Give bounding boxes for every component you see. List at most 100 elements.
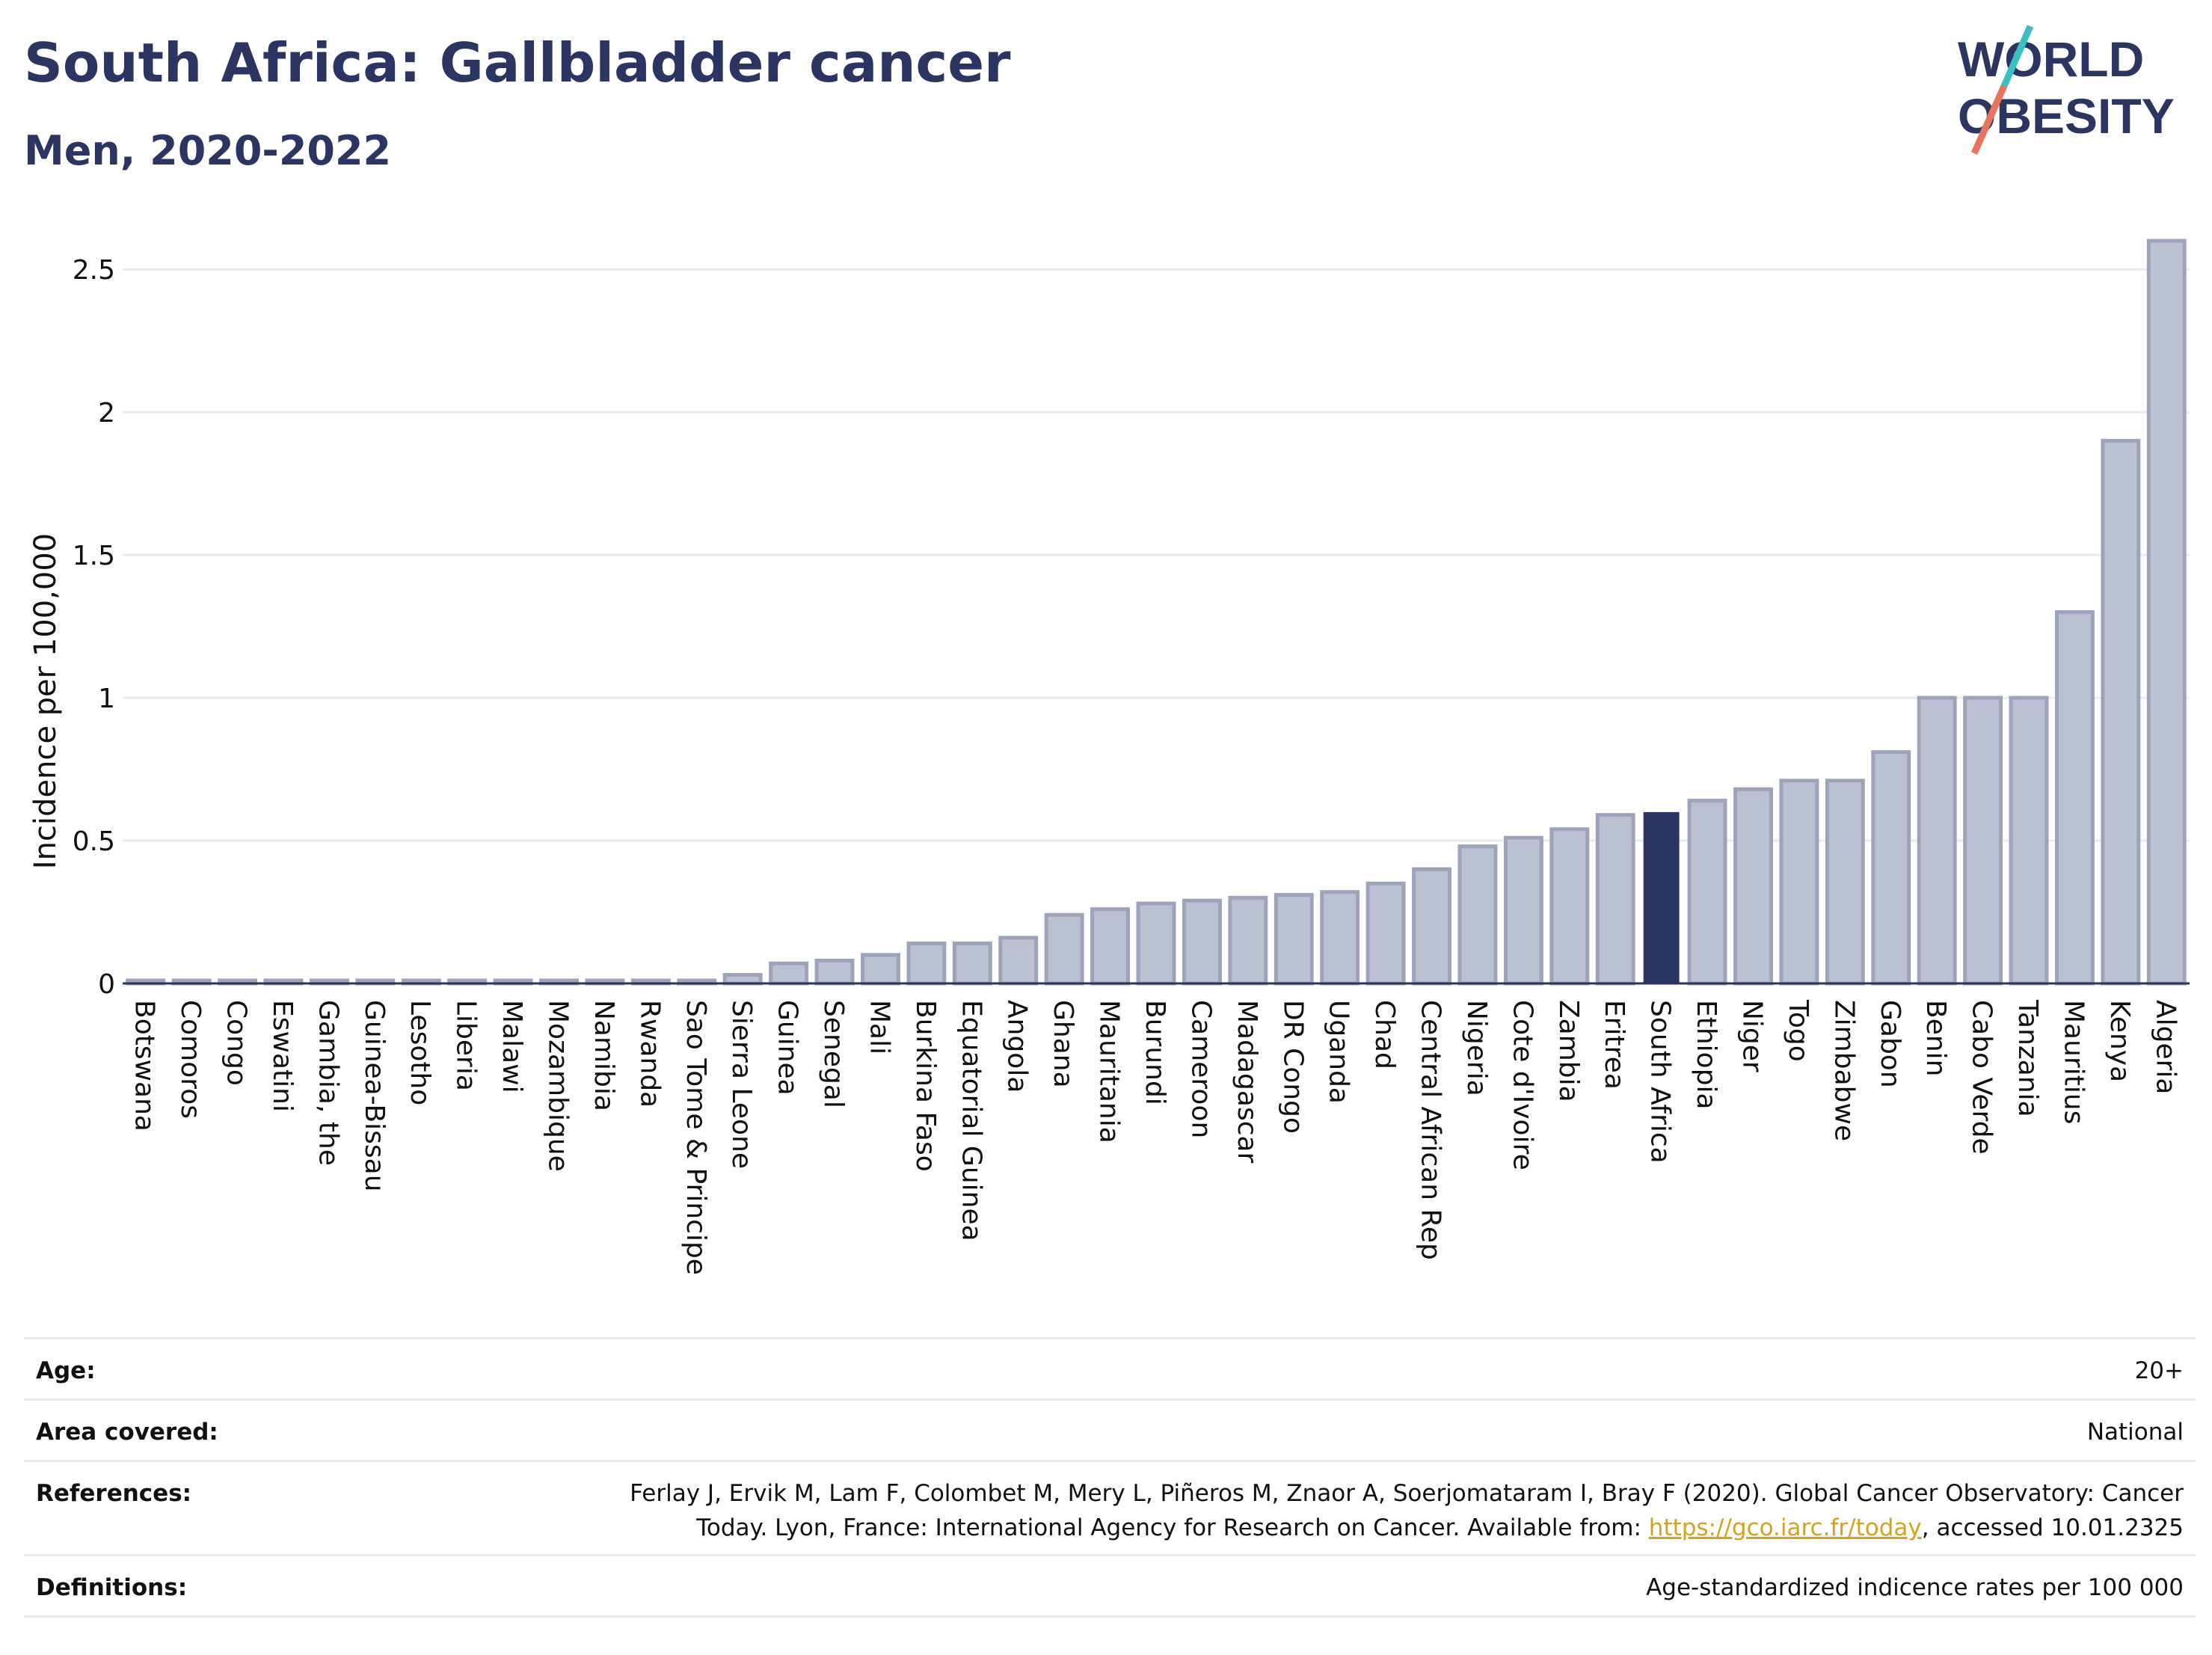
info-bottom-border (24, 1615, 2196, 1618)
x-tick-label: Botswana (129, 1000, 160, 1132)
references-link[interactable]: https://gco.iarc.fr/today (1648, 1514, 1922, 1541)
info-table: Age: 20+ Area covered: National Referenc… (24, 1337, 2196, 1615)
bar-tanzania (2009, 696, 2049, 986)
x-tick-label: Zambia (1553, 1000, 1584, 1102)
bar-ethiopia (1687, 799, 1727, 986)
x-tick-label: Gambia, the (313, 1000, 343, 1166)
x-tick-label: Cameroon (1185, 1000, 1216, 1138)
x-tick-label: Cabo Verde (1967, 1000, 1997, 1155)
references-line1: Ferlay J, Ervik M, Lam F, Colombet M, Me… (630, 1480, 2184, 1507)
x-tick-label: Chad (1369, 1000, 1400, 1069)
x-tick-label: Angola (1002, 1000, 1033, 1093)
bar-ghana (1044, 912, 1084, 986)
x-tick-label: Madagascar (1232, 1000, 1262, 1164)
chart-title: South Africa: Gallbladder cancer (24, 31, 1011, 94)
y-tick-label: 0 (98, 969, 115, 1000)
definitions-value: Age-standardized indicence rates per 100… (1646, 1574, 2184, 1601)
bar-guinea (769, 961, 809, 986)
x-tick-label: Namibia (589, 1000, 619, 1111)
bar-dr-congo (1274, 893, 1314, 986)
info-row-age: Age: 20+ (24, 1337, 2196, 1398)
x-tick-label: Niger (1736, 1000, 1767, 1072)
y-tick-label: 1 (98, 684, 115, 714)
info-row-definitions: Definitions: Age-standardized indicence … (24, 1554, 2196, 1615)
logo-slash-teal (2000, 25, 2034, 87)
bar-equatorial-guinea (952, 942, 992, 986)
x-tick-label: Togo (1783, 999, 1813, 1062)
x-tick-label: Mali (864, 1000, 894, 1054)
x-tick-label: Burundi (1140, 1000, 1170, 1105)
bar-zimbabwe (1825, 779, 1865, 986)
bar-algeria (2146, 239, 2187, 986)
bar-angola (998, 936, 1039, 986)
x-tick-label: Liberia (451, 1000, 482, 1091)
x-tick-label: DR Congo (1277, 1000, 1308, 1134)
y-tick-label: 2.5 (73, 255, 115, 286)
info-row-area: Area covered: National (24, 1398, 2196, 1460)
bar-eritrea (1595, 813, 1635, 986)
x-tick-label: Senegal (818, 1000, 849, 1108)
logo-slash-coral (1970, 85, 2008, 155)
x-tick-label: Rwanda (634, 1000, 665, 1108)
bar-chad (1365, 881, 1406, 986)
bar-burundi (1136, 901, 1176, 986)
x-tick-label: Nigeria (1461, 1000, 1492, 1096)
bar-senegal (814, 958, 855, 986)
x-tick-label: Guinea (772, 1000, 803, 1096)
bar-togo (1779, 779, 1819, 986)
x-tick-label: Cote d'Ivoire (1507, 1000, 1537, 1170)
references-value: Ferlay J, Ervik M, Lam F, Colombet M, Me… (630, 1480, 2184, 1541)
bar-niger (1733, 787, 1773, 986)
age-value: 20+ (2134, 1357, 2184, 1384)
x-tick-label: Ethiopia (1691, 1000, 1721, 1110)
x-tick-label: Malawi (497, 1000, 527, 1093)
x-tick-label: Mozambique (543, 1000, 574, 1172)
bar-gabon (1871, 750, 1911, 986)
x-tick-label: Central African Rep (1416, 1000, 1446, 1260)
logo-line1: WORLD (1958, 31, 2144, 87)
x-tick-label: Mauritius (2058, 1000, 2089, 1124)
x-tick-label: Algeria (2150, 1000, 2181, 1095)
x-tick-label: Ghana (1048, 1000, 1078, 1088)
x-tick-label: Comoros (175, 1000, 206, 1119)
x-tick-label: South Africa (1645, 1000, 1676, 1164)
bar-burkina-faso (906, 942, 947, 986)
bar-sierra-leone (722, 973, 763, 986)
y-axis-label: Incidence per 100,000 (28, 533, 63, 870)
age-label: Age: (36, 1357, 96, 1384)
x-tick-label: Mauritania (1094, 1000, 1125, 1143)
bar-mauritania (1090, 907, 1131, 986)
x-tick-label: Kenya (2104, 1000, 2135, 1082)
x-tick-label: Benin (1920, 1000, 1951, 1076)
bar-mali (861, 953, 900, 986)
x-tick-label: Zimbabwe (1828, 1000, 1859, 1141)
info-row-references: References: Ferlay J, Ervik M, Lam F, Co… (24, 1460, 2196, 1554)
y-tick-label: 0.5 (73, 826, 115, 857)
world-obesity-logo: WORLD OBESITY (1958, 25, 2175, 155)
bar-south-africa (1643, 811, 1680, 983)
bar-nigeria (1457, 844, 1498, 986)
bar-madagascar (1228, 895, 1268, 986)
x-tick-label: Burkina Faso (910, 1000, 941, 1172)
x-tick-label: Equatorial Guinea (956, 1000, 986, 1241)
x-tick-label: Uganda (1324, 1000, 1354, 1104)
x-tick-label: Eritrea (1599, 1000, 1629, 1090)
bar-cameroon (1182, 898, 1222, 986)
bar-central-african-rep (1412, 867, 1451, 986)
bar-mauritius (2054, 610, 2095, 986)
y-tick-label: 2 (98, 398, 115, 429)
area-value: National (2086, 1419, 2184, 1446)
bar-zambia (1549, 827, 1590, 986)
bar-chart: 0 0.5 1 1.5 2 2.5 Incidence per 100,000 Botswan… (28, 239, 2190, 1275)
x-tick-label: Tanzania (2012, 999, 2043, 1117)
x-tick-label: Congo (221, 1000, 252, 1086)
x-tick-label: Guinea-Bissau (359, 1000, 390, 1192)
definitions-label: Definitions: (36, 1574, 188, 1601)
x-tick-label: Gabon (1875, 1000, 1905, 1088)
bar-kenya (2101, 438, 2141, 986)
x-tick-label: Sierra Leone (726, 1000, 757, 1169)
bar-uganda (1320, 890, 1360, 986)
x-tick-label: Sao Tome & Principe (681, 1000, 711, 1275)
chart-subtitle: Men, 2020-2022 (24, 127, 392, 174)
bar-cabo-verde (1963, 696, 2003, 986)
